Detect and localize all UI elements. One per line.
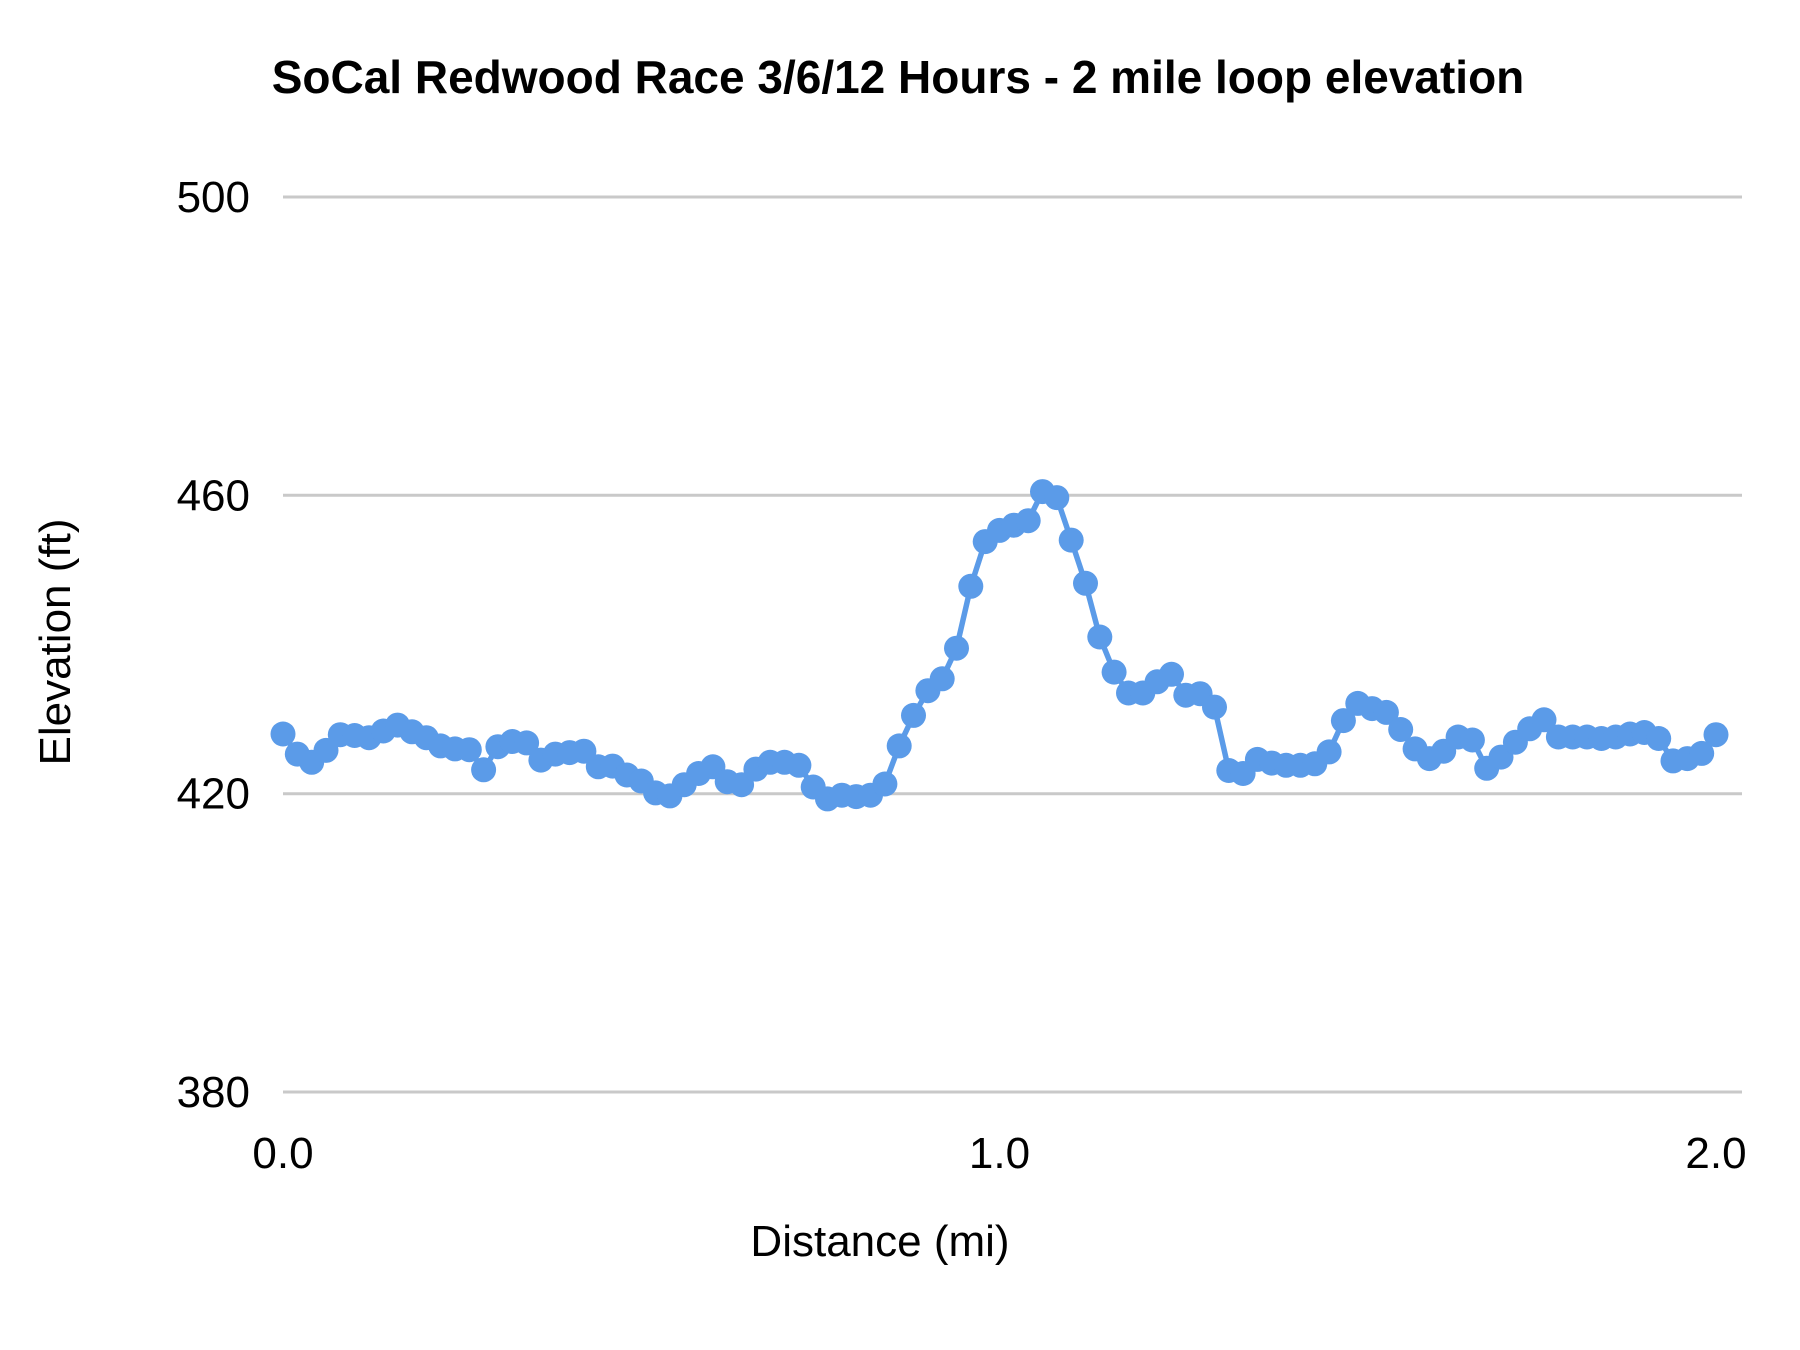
data-point [786, 752, 812, 778]
data-point [929, 666, 955, 692]
data-point [1044, 485, 1070, 511]
data-point [958, 573, 984, 599]
y-tick-labels: 500 460 420 380 [177, 173, 250, 1117]
data-point [872, 771, 898, 797]
data-point [1101, 659, 1127, 685]
data-point [1330, 708, 1356, 734]
data-point [901, 702, 926, 728]
y-axis-title: Elevation (ft) [31, 519, 80, 766]
x-tick-labels: 0.0 1.0 2.0 [252, 1129, 1746, 1178]
y-tick-label: 500 [177, 173, 250, 222]
data-point [1703, 722, 1729, 748]
data-point [1087, 624, 1113, 650]
data-point [1373, 699, 1399, 725]
data-point [1015, 508, 1041, 534]
data-point [1316, 739, 1342, 765]
data-point [1689, 740, 1715, 766]
data-point [886, 733, 912, 759]
elevation-series-points [270, 479, 1729, 812]
y-tick-label: 460 [177, 471, 250, 520]
gridlines [283, 195, 1742, 1094]
data-point [514, 730, 540, 756]
data-point [1646, 726, 1672, 751]
data-point [1159, 661, 1184, 687]
y-tick-label: 380 [177, 1068, 250, 1117]
data-point [1202, 694, 1227, 720]
data-point [471, 757, 497, 783]
data-point [1073, 570, 1098, 596]
chart-title: SoCal Redwood Race 3/6/12 Hours - 2 mile… [272, 51, 1525, 103]
x-tick-label: 1.0 [969, 1129, 1030, 1178]
data-point [1388, 717, 1414, 742]
x-tick-label: 0.0 [252, 1129, 313, 1178]
data-point [944, 635, 969, 661]
data-point [1531, 707, 1557, 733]
data-point [1058, 527, 1084, 553]
x-axis-title: Distance (mi) [750, 1217, 1009, 1266]
x-tick-label: 2.0 [1685, 1129, 1746, 1178]
data-point [456, 737, 482, 763]
y-tick-label: 420 [177, 770, 250, 819]
data-point [270, 721, 296, 747]
data-point [1459, 727, 1485, 753]
